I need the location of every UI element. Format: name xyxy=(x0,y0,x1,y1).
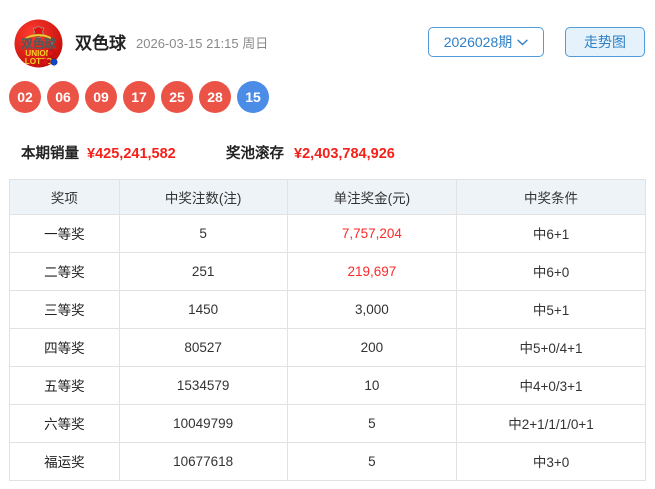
svg-text:LOTTO: LOTTO xyxy=(25,57,53,66)
